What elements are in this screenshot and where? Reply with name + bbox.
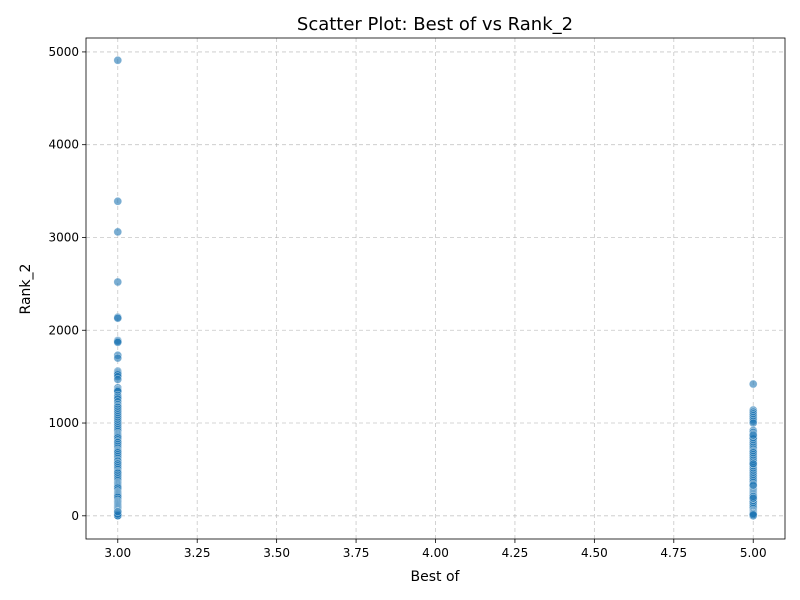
x-axis-ticks: 3.00 3.25 3.50 3.75 4.00 4.25 4.50 4.75 5.00 bbox=[104, 539, 767, 560]
data-point bbox=[748, 510, 758, 519]
x-tick-label: 4.25 bbox=[502, 546, 529, 560]
data-point bbox=[748, 418, 758, 428]
x-tick-label: 4.50 bbox=[581, 546, 608, 560]
y-tick-label: 4000 bbox=[48, 138, 79, 152]
data-point bbox=[748, 379, 758, 389]
data-point bbox=[113, 313, 123, 323]
data-point bbox=[113, 227, 123, 237]
data-point bbox=[748, 480, 758, 490]
y-tick-label: 2000 bbox=[48, 323, 79, 337]
data-point bbox=[748, 430, 758, 440]
plot-frame bbox=[85, 37, 786, 540]
data-point bbox=[113, 338, 123, 347]
data-point bbox=[748, 459, 758, 469]
data-point bbox=[113, 507, 123, 516]
y-tick-label: 0 bbox=[71, 509, 79, 523]
y-tick-label: 1000 bbox=[48, 416, 79, 430]
y-tick-label: 3000 bbox=[48, 230, 79, 244]
x-axis-title: Best of bbox=[411, 569, 461, 585]
x-tick-label: 4.75 bbox=[660, 546, 687, 560]
data-point bbox=[113, 353, 123, 363]
y-axis-ticks: 0 1000 2000 3000 4000 5000 bbox=[48, 45, 86, 523]
x-tick-label: 3.00 bbox=[104, 546, 131, 560]
data-point bbox=[113, 277, 123, 287]
data-point bbox=[113, 375, 123, 384]
x-tick-label: 5.00 bbox=[740, 546, 767, 560]
data-point bbox=[113, 197, 123, 206]
x-tick-label: 3.75 bbox=[343, 546, 370, 560]
chart-title: Scatter Plot: Best of vs Rank_2 bbox=[297, 14, 573, 35]
grid bbox=[86, 38, 785, 539]
y-tick-label: 5000 bbox=[48, 45, 79, 59]
y-axis-title: Rank_2 bbox=[18, 264, 34, 315]
x-tick-label: 3.50 bbox=[263, 546, 290, 560]
x-tick-label: 4.00 bbox=[422, 546, 449, 560]
x-tick-label: 3.25 bbox=[184, 546, 211, 560]
data-point bbox=[113, 56, 123, 65]
data-points bbox=[113, 56, 758, 520]
data-point bbox=[748, 493, 758, 503]
